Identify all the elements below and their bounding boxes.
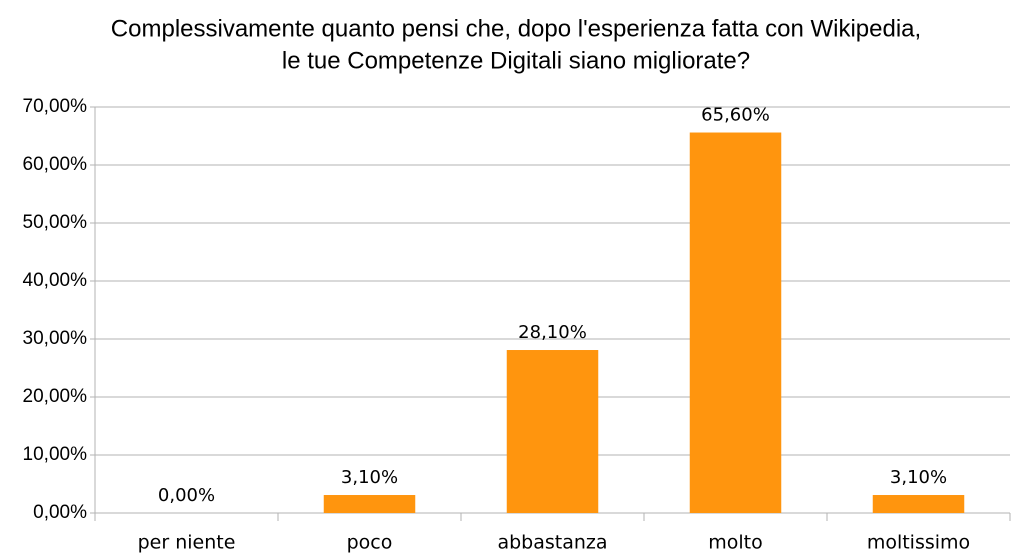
- y-tick-label: 40,00%: [23, 270, 88, 291]
- y-tick-label: 30,00%: [23, 328, 88, 349]
- y-tick-label: 10,00%: [23, 444, 88, 465]
- value-label: 3,10%: [890, 467, 947, 488]
- bar: [323, 495, 416, 513]
- value-label: 3,10%: [341, 467, 398, 488]
- y-tick-label: 70,00%: [23, 96, 88, 117]
- x-tick-label: molto: [708, 532, 763, 553]
- bar: [689, 132, 782, 513]
- bar: [872, 495, 965, 513]
- x-tick-label: poco: [347, 532, 393, 553]
- y-tick-label: 60,00%: [23, 154, 88, 175]
- y-tick-label: 0,00%: [33, 502, 87, 523]
- chart-title: Complessivamente quanto pensi che, dopo …: [111, 15, 921, 42]
- bar: [506, 350, 599, 513]
- chart-title: le tue Competenze Digitali siano miglior…: [282, 47, 750, 74]
- value-label: 28,10%: [518, 322, 587, 343]
- value-label: 0,00%: [158, 485, 215, 506]
- y-tick-label: 50,00%: [23, 212, 88, 233]
- value-label: 65,60%: [701, 105, 770, 126]
- x-tick-label: per niente: [138, 532, 236, 553]
- y-tick-label: 20,00%: [23, 386, 88, 407]
- x-tick-label: abbastanza: [497, 532, 607, 553]
- x-tick-label: moltissimo: [867, 532, 970, 553]
